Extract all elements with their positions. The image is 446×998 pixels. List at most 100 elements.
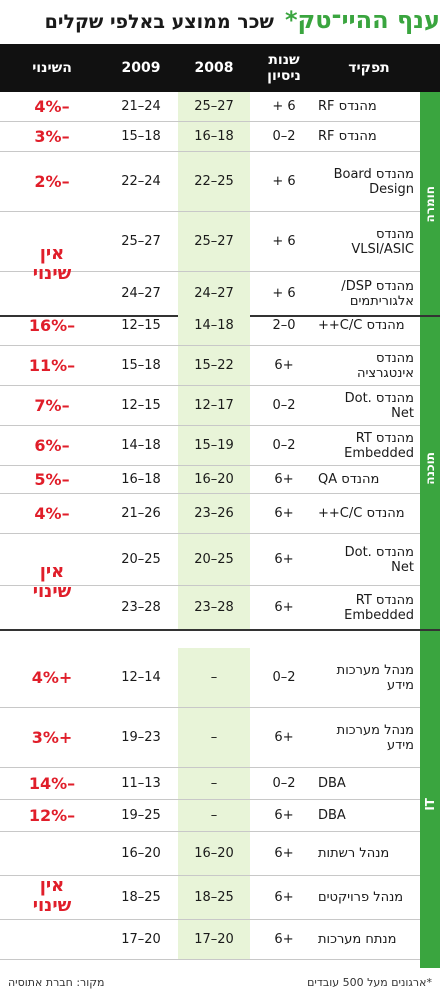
change-cell: –4% bbox=[34, 504, 70, 523]
col-2008-bg bbox=[178, 494, 250, 534]
role-cell: DBA bbox=[318, 776, 346, 791]
year-2009-cell: 24–21 bbox=[121, 99, 161, 114]
change-cell: –14% bbox=[28, 774, 76, 793]
table-row: מהנדס C/C++ +6 26–23 26–21 bbox=[0, 494, 420, 534]
no-change-label: אין שינוי bbox=[32, 561, 72, 602]
year-2008-cell: 20–16 bbox=[194, 846, 234, 861]
year-2008-cell: 20–16 bbox=[194, 472, 234, 487]
header-role: תפקיד bbox=[348, 60, 390, 76]
year-2009-cell: 24–22 bbox=[121, 174, 161, 189]
year-2008-cell: – bbox=[210, 670, 218, 685]
year-2008-cell: 25–20 bbox=[194, 552, 234, 567]
role-cell: מהנדס RT Embedded bbox=[344, 592, 414, 623]
experience-cell: 6 + bbox=[272, 286, 296, 301]
section-label: IT bbox=[420, 648, 440, 960]
header-experience: שנות ניסיון bbox=[267, 52, 301, 84]
year-2008-cell: 20–17 bbox=[194, 932, 234, 947]
title-subtitle: שכר ממוצע באלפי שקלים bbox=[44, 11, 274, 33]
title: ענף ההיי־טק* שכר ממוצע באלפי שקלים bbox=[0, 6, 446, 42]
year-2009-cell: 13–11 bbox=[121, 776, 161, 791]
section-bar bbox=[420, 92, 440, 968]
year-2009-cell: 27–25 bbox=[121, 234, 161, 249]
year-2008-cell: 17–12 bbox=[194, 398, 234, 413]
role-cell: מהנדס RT Embedded bbox=[344, 430, 414, 461]
role-cell: מהנדס DSP/ אלגוריתמים bbox=[341, 278, 414, 309]
year-2008-cell: 27–24 bbox=[194, 286, 234, 301]
role-cell: מנהל רשתות bbox=[318, 846, 390, 861]
change-cell: –3% bbox=[34, 127, 70, 146]
experience-cell: +6 bbox=[274, 600, 294, 615]
table-row: DBA +6 – 25–19 bbox=[0, 800, 420, 832]
role-cell: מהנדס VLSI/ASIC bbox=[351, 226, 414, 257]
year-2008-cell: 22–15 bbox=[194, 358, 234, 373]
year-2008-cell: 27–25 bbox=[194, 99, 234, 114]
col-2008-bg bbox=[178, 386, 250, 426]
year-2009-cell: 20–17 bbox=[121, 932, 161, 947]
year-2009-cell: 27–24 bbox=[121, 286, 161, 301]
section-label-text: IT bbox=[423, 797, 437, 811]
col-2008-bg bbox=[178, 92, 250, 122]
table-row: מנהל רשתות +6 20–16 20–16 bbox=[0, 832, 420, 876]
table-row: מנהל פרויקטים +6 25–18 25–18 bbox=[0, 876, 420, 920]
experience-cell: 6 + bbox=[272, 99, 296, 114]
role-cell: מהנדס .Dot Net bbox=[344, 544, 414, 575]
year-2009-cell: 15–12 bbox=[121, 318, 161, 333]
year-2008-cell: 18–14 bbox=[194, 318, 234, 333]
role-cell: מנהל מערכות מידע bbox=[336, 722, 414, 753]
col-2008-bg bbox=[178, 586, 250, 630]
section-label: חומרה bbox=[420, 92, 440, 316]
change-cell: –7% bbox=[34, 396, 70, 415]
section-divider bbox=[0, 629, 440, 631]
experience-cell: +6 bbox=[274, 808, 294, 823]
role-cell: מנהל מערכות מידע bbox=[336, 662, 414, 693]
header-change: השינוי bbox=[32, 60, 72, 76]
experience-cell: 6 + bbox=[272, 234, 296, 249]
experience-cell: 2–0 bbox=[272, 776, 296, 791]
year-2008-cell: – bbox=[210, 808, 218, 823]
year-2008-cell: 26–23 bbox=[194, 506, 234, 521]
table-header: תפקיד שנות ניסיון 2008 2009 השינוי bbox=[0, 44, 420, 92]
year-2008-cell: – bbox=[210, 776, 218, 791]
col-2008-bg bbox=[178, 466, 250, 494]
year-2009-cell: 18–16 bbox=[121, 472, 161, 487]
col-2008-bg bbox=[178, 306, 250, 346]
year-2009-cell: 23–19 bbox=[121, 730, 161, 745]
footer: מקור: חברת אתוסיה *ארגונים מעל 500 עובדי… bbox=[0, 972, 446, 994]
no-change-label: אין שינוי bbox=[32, 875, 72, 916]
experience-cell: 2–0 bbox=[272, 438, 296, 453]
col-2008-bg bbox=[178, 800, 250, 832]
table-row: מהנדס .Dot Net 2–0 17–12 15–12 bbox=[0, 386, 420, 426]
col-2008-bg bbox=[178, 768, 250, 800]
year-2009-cell: 28–23 bbox=[121, 600, 161, 615]
change-cell: –5% bbox=[34, 470, 70, 489]
experience-cell: 2–0 bbox=[272, 129, 296, 144]
table-row: מהנדס אינטגרציה +6 22–15 18–15 bbox=[0, 346, 420, 386]
experience-cell: +6 bbox=[274, 846, 294, 861]
col-2008-bg bbox=[178, 346, 250, 386]
col-2008-bg bbox=[178, 212, 250, 272]
role-cell: מהנדס QA bbox=[318, 472, 380, 487]
experience-cell: +6 bbox=[274, 358, 294, 373]
year-2008-cell: 27–25 bbox=[194, 234, 234, 249]
role-cell: מהנדס RF bbox=[318, 129, 377, 144]
section-label-text: תוכנה bbox=[423, 451, 437, 485]
role-cell: מהנדס Board Design bbox=[333, 166, 414, 197]
year-2009-cell: 15–12 bbox=[121, 398, 161, 413]
change-cell: –2% bbox=[34, 172, 70, 191]
experience-cell: +6 bbox=[274, 730, 294, 745]
role-cell: מהנדס אינטגרציה bbox=[356, 350, 414, 381]
col-2008-bg bbox=[178, 122, 250, 152]
no-change-label: אין שינוי bbox=[32, 243, 72, 284]
col-2008-bg bbox=[178, 648, 250, 708]
year-2008-cell: 18–16 bbox=[194, 129, 234, 144]
role-cell: מהנדס C/C++ bbox=[318, 318, 405, 333]
col-2008-bg bbox=[178, 426, 250, 466]
year-2009-cell: 18–15 bbox=[121, 358, 161, 373]
footer-note: *ארגונים מעל 500 עובדים bbox=[307, 976, 432, 989]
col-2008-bg bbox=[178, 832, 250, 876]
experience-cell: 0–2 bbox=[272, 318, 296, 333]
role-cell: מהנדס RF bbox=[318, 99, 377, 114]
experience-cell: 2–0 bbox=[272, 398, 296, 413]
role-cell: DBA bbox=[318, 808, 346, 823]
table-row: מנהל מערכות מידע +6 – 23–19 bbox=[0, 708, 420, 768]
